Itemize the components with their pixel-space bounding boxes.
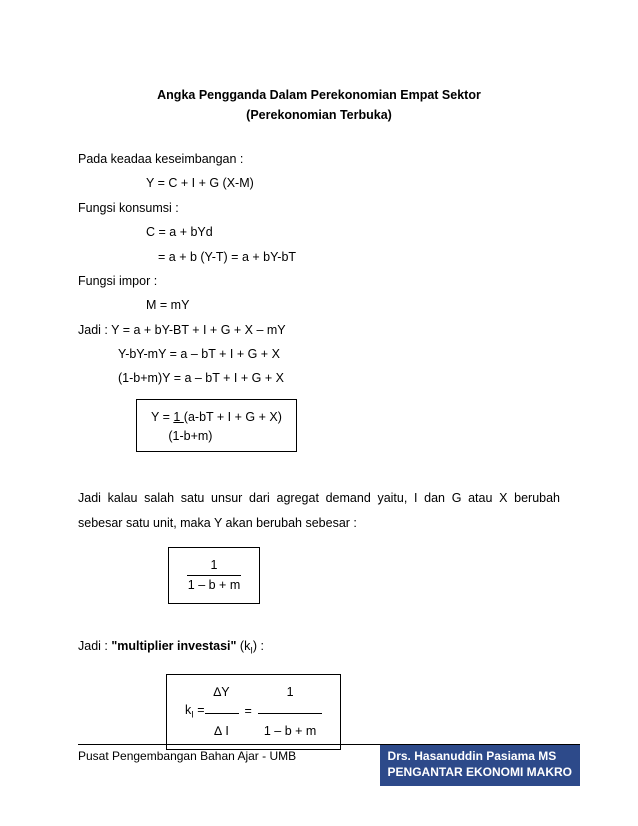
author-name: Drs. Hasanuddin Pasiama MS	[388, 748, 572, 764]
fraction-bar	[258, 713, 322, 715]
page-footer: Pusat Pengembangan Bahan Ajar - UMB Drs.…	[78, 744, 580, 786]
document-title: Angka Pengganda Dalam Perekonomian Empat…	[78, 85, 560, 125]
bold-term: "multiplier investasi"	[111, 639, 236, 653]
eq-part: Y =	[151, 410, 173, 424]
boxed-equation-1: Y = 1 (a-bT + I + G + X) (1-b+m)	[136, 399, 297, 453]
title-line-1: Angka Pengganda Dalam Perekonomian Empat…	[78, 85, 560, 105]
equation: M = mY	[78, 293, 560, 317]
equation: C = a + bYd	[78, 220, 560, 244]
text-line: Fungsi konsumsi :	[78, 196, 560, 220]
eq-delta-i: ∆ I	[214, 724, 229, 738]
boxed-equation-3: ∆Y 1 kI = = ∆ I 1 – b + m	[166, 674, 341, 751]
eq-part: (a-bT + I + G + X)	[184, 410, 282, 424]
equation: Jadi : Y = a + bY-BT + I + G + X – mY	[78, 318, 560, 342]
paragraph: Jadi kalau salah satu unsur dari agregat…	[78, 486, 560, 535]
equation: (1-b+m)Y = a – bT + I + G + X	[78, 366, 560, 390]
eq-fraction-den: (1-b+m)	[151, 427, 282, 446]
eq-equals: =	[194, 703, 205, 717]
eq-delta-y: ∆Y	[214, 685, 230, 699]
text-part: ) :	[253, 639, 264, 653]
fraction-denominator: 1 – b + m	[187, 576, 241, 595]
course-name: PENGANTAR EKONOMI MAKRO	[388, 764, 572, 780]
text-line: Fungsi impor :	[78, 269, 560, 293]
title-line-2: (Perekonomian Terbuka)	[78, 105, 560, 125]
text-line: Jadi : "multiplier investasi" (kI) :	[78, 634, 560, 660]
text-part: Jadi :	[78, 639, 111, 653]
eq-one: 1	[287, 685, 294, 699]
footer-left: Pusat Pengembangan Bahan Ajar - UMB	[78, 749, 296, 763]
text-line: Pada keadaa keseimbangan :	[78, 147, 560, 171]
equation: Y-bY-mY = a – bT + I + G + X	[78, 342, 560, 366]
fraction-numerator: 1	[187, 556, 241, 576]
boxed-equation-2: 1 1 – b + m	[168, 547, 260, 604]
eq-denominator: 1 – b + m	[264, 724, 316, 738]
equation: Y = C + I + G (X-M)	[78, 171, 560, 195]
footer-right-box: Drs. Hasanuddin Pasiama MS PENGANTAR EKO…	[380, 745, 580, 786]
document-body: Pada keadaa keseimbangan : Y = C + I + G…	[78, 147, 560, 766]
eq-fraction-num: 1	[173, 410, 183, 424]
fraction-bar	[205, 713, 239, 715]
text-part: (k	[236, 639, 250, 653]
equation: = a + b (Y-T) = a + bY-bT	[78, 245, 560, 269]
